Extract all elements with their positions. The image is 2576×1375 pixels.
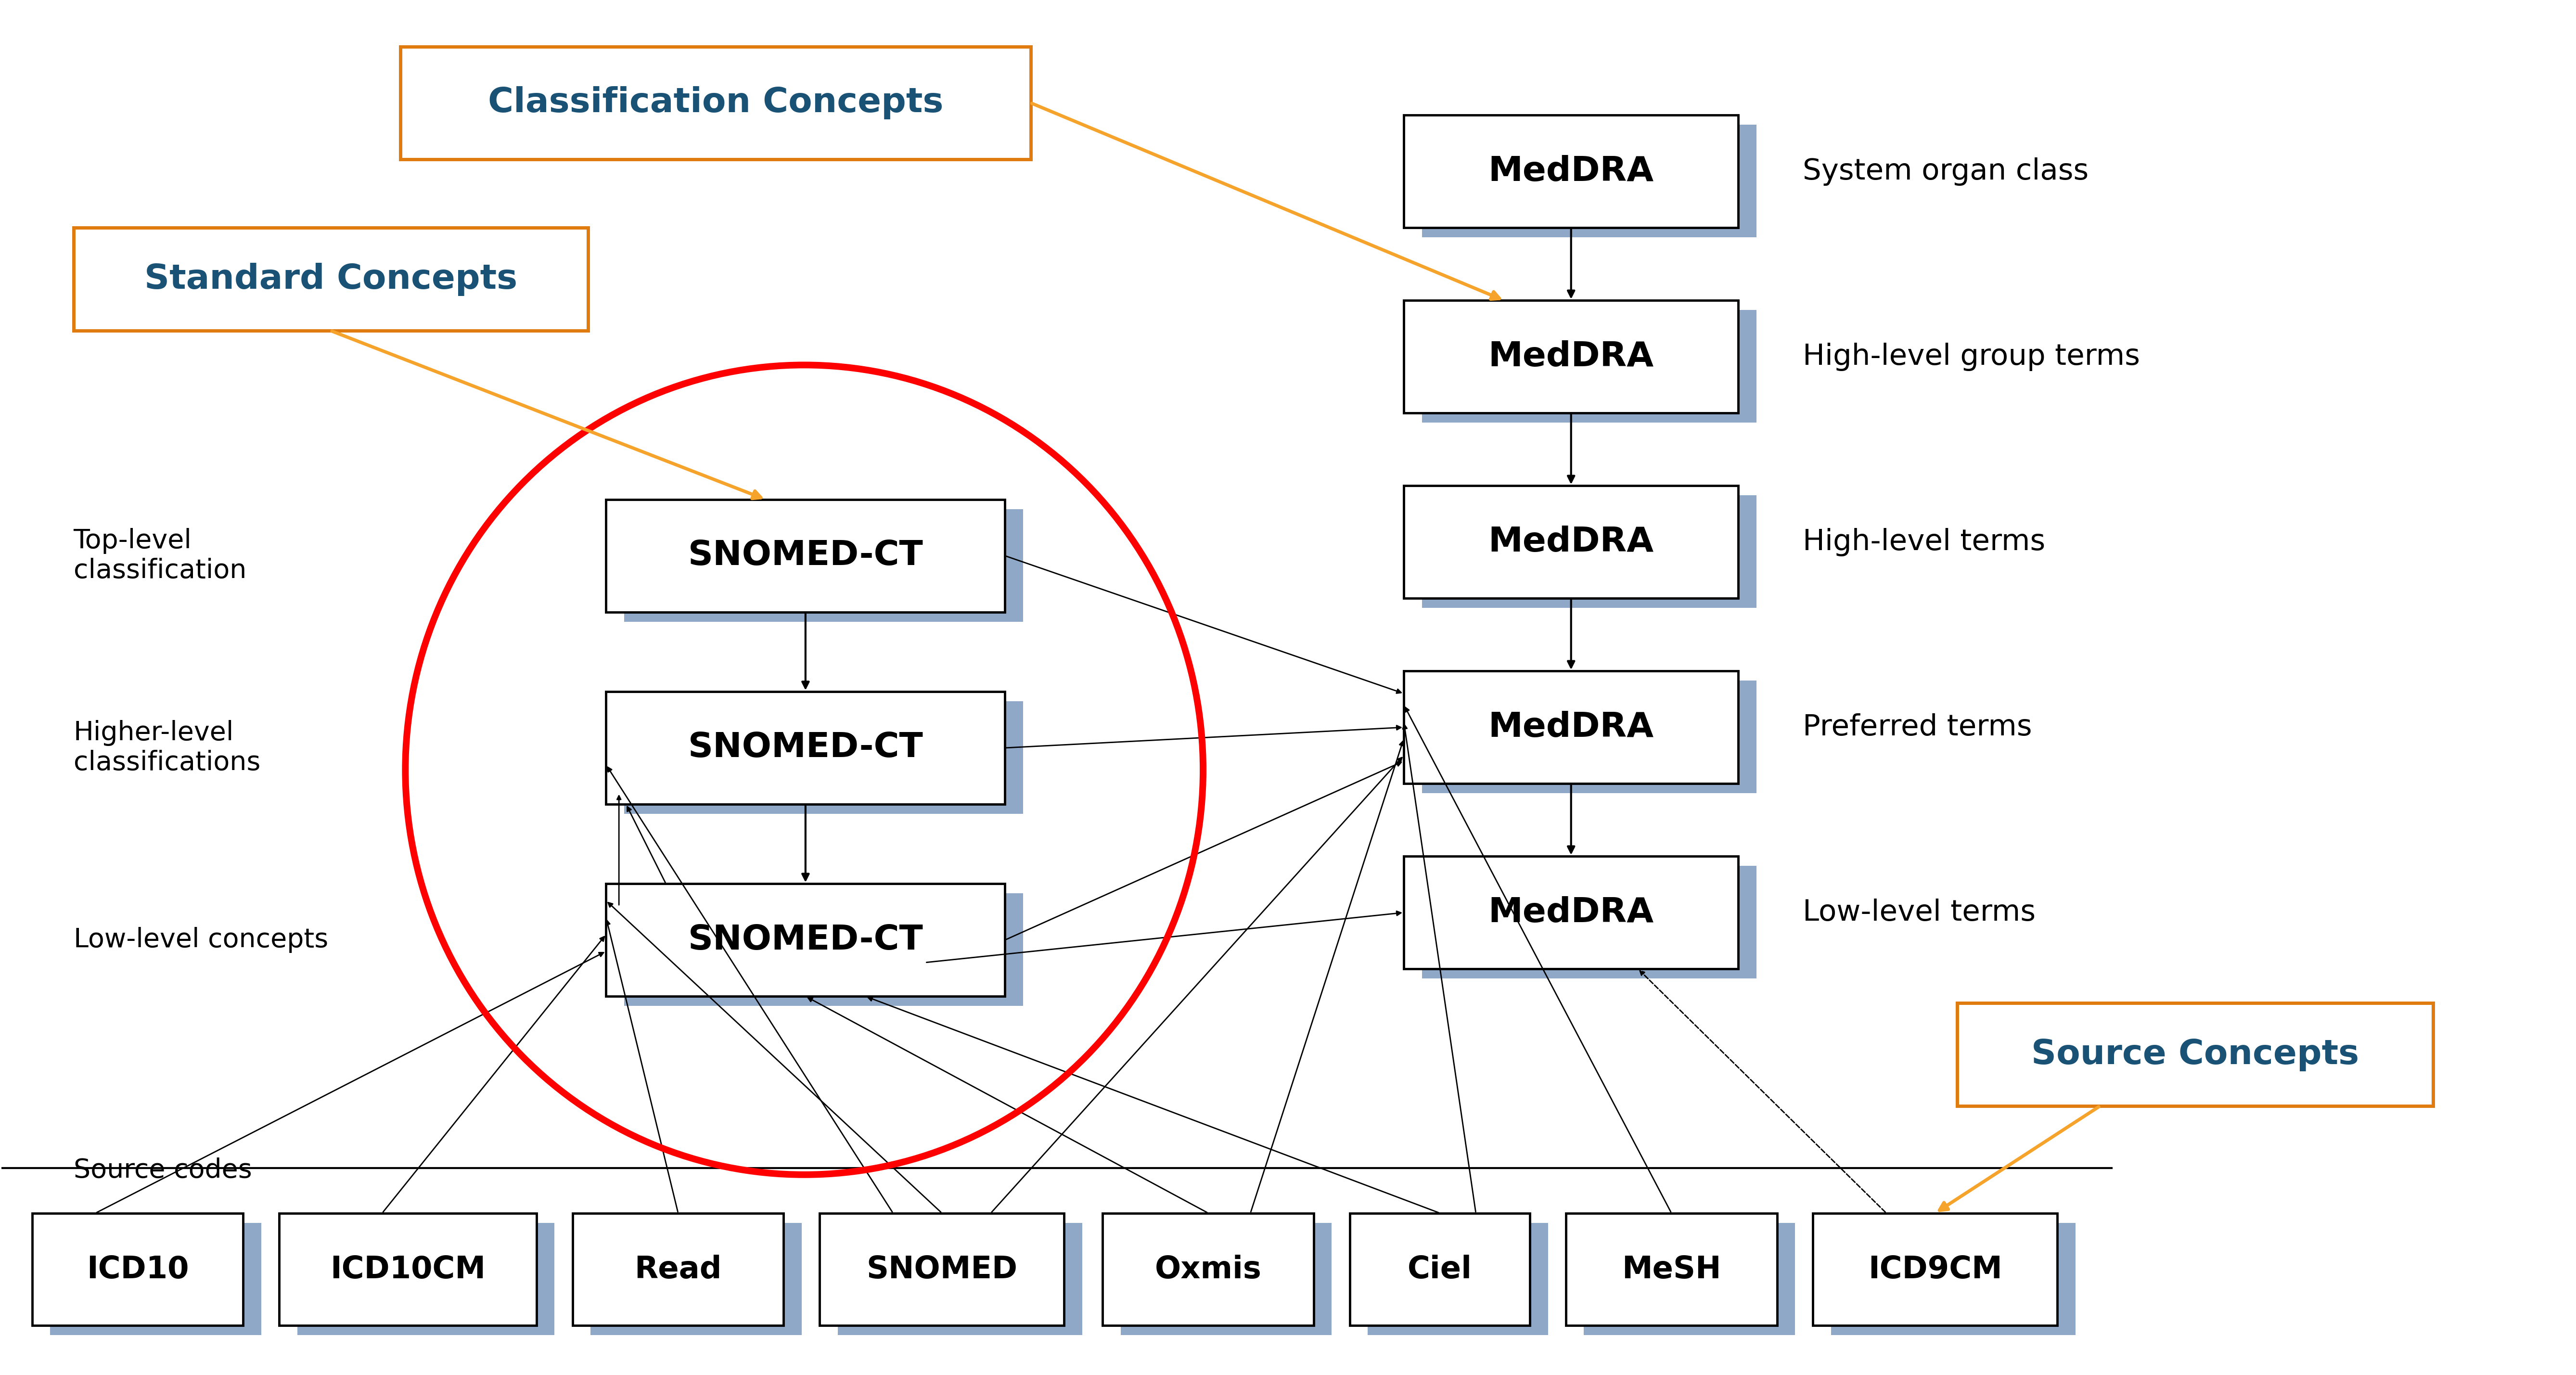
FancyBboxPatch shape — [623, 894, 1023, 1006]
FancyBboxPatch shape — [49, 1222, 260, 1335]
Text: High-level group terms: High-level group terms — [1803, 342, 2141, 371]
FancyBboxPatch shape — [1404, 116, 1739, 228]
FancyBboxPatch shape — [837, 1222, 1082, 1335]
Text: Higher-level
classifications: Higher-level classifications — [72, 720, 260, 775]
FancyBboxPatch shape — [1832, 1222, 2076, 1335]
Text: SNOMED-CT: SNOMED-CT — [688, 732, 922, 764]
FancyBboxPatch shape — [1103, 1213, 1314, 1325]
FancyBboxPatch shape — [819, 1213, 1064, 1325]
Text: Ciel: Ciel — [1406, 1254, 1471, 1284]
Text: Source codes: Source codes — [72, 1158, 252, 1184]
Text: ICD10CM: ICD10CM — [330, 1254, 487, 1284]
FancyBboxPatch shape — [399, 47, 1030, 160]
Text: ICD9CM: ICD9CM — [1868, 1254, 2002, 1284]
FancyBboxPatch shape — [1368, 1222, 1548, 1335]
FancyBboxPatch shape — [1422, 125, 1757, 238]
FancyBboxPatch shape — [590, 1222, 801, 1335]
Text: MedDRA: MedDRA — [1489, 711, 1654, 744]
Text: High-level terms: High-level terms — [1803, 528, 2045, 557]
Text: SNOMED-CT: SNOMED-CT — [688, 924, 922, 957]
FancyBboxPatch shape — [1958, 1004, 2434, 1106]
FancyBboxPatch shape — [1121, 1222, 1332, 1335]
Text: Read: Read — [634, 1254, 721, 1284]
FancyBboxPatch shape — [1404, 857, 1739, 969]
FancyBboxPatch shape — [1422, 311, 1757, 422]
FancyBboxPatch shape — [33, 1213, 242, 1325]
Text: SNOMED: SNOMED — [866, 1254, 1018, 1284]
Text: SNOMED-CT: SNOMED-CT — [688, 539, 922, 572]
FancyBboxPatch shape — [1404, 485, 1739, 598]
FancyBboxPatch shape — [278, 1213, 536, 1325]
FancyBboxPatch shape — [1350, 1213, 1530, 1325]
Text: MedDRA: MedDRA — [1489, 525, 1654, 558]
FancyBboxPatch shape — [605, 692, 1005, 804]
FancyBboxPatch shape — [1814, 1213, 2058, 1325]
FancyBboxPatch shape — [72, 228, 587, 331]
Text: Oxmis: Oxmis — [1154, 1254, 1262, 1284]
Text: ICD10: ICD10 — [88, 1254, 188, 1284]
FancyBboxPatch shape — [572, 1213, 783, 1325]
Text: Standard Concepts: Standard Concepts — [144, 263, 518, 296]
FancyBboxPatch shape — [1422, 866, 1757, 979]
Text: MedDRA: MedDRA — [1489, 896, 1654, 930]
FancyBboxPatch shape — [605, 884, 1005, 997]
FancyBboxPatch shape — [1422, 681, 1757, 793]
FancyBboxPatch shape — [1566, 1213, 1777, 1325]
Text: MedDRA: MedDRA — [1489, 155, 1654, 188]
Text: Top-level
classification: Top-level classification — [72, 528, 247, 584]
FancyBboxPatch shape — [623, 509, 1023, 622]
Text: Preferred terms: Preferred terms — [1803, 714, 2032, 741]
FancyBboxPatch shape — [1422, 495, 1757, 608]
Text: MedDRA: MedDRA — [1489, 340, 1654, 374]
FancyBboxPatch shape — [623, 701, 1023, 814]
Text: MeSH: MeSH — [1623, 1254, 1721, 1284]
Text: System organ class: System organ class — [1803, 157, 2089, 186]
FancyBboxPatch shape — [605, 499, 1005, 612]
FancyBboxPatch shape — [1404, 301, 1739, 412]
Text: Low-level concepts: Low-level concepts — [72, 927, 327, 953]
Text: Classification Concepts: Classification Concepts — [487, 87, 943, 120]
Text: Source Concepts: Source Concepts — [2032, 1038, 2360, 1071]
FancyBboxPatch shape — [1404, 671, 1739, 784]
FancyBboxPatch shape — [296, 1222, 554, 1335]
Text: Low-level terms: Low-level terms — [1803, 898, 2035, 927]
FancyBboxPatch shape — [1584, 1222, 1795, 1335]
